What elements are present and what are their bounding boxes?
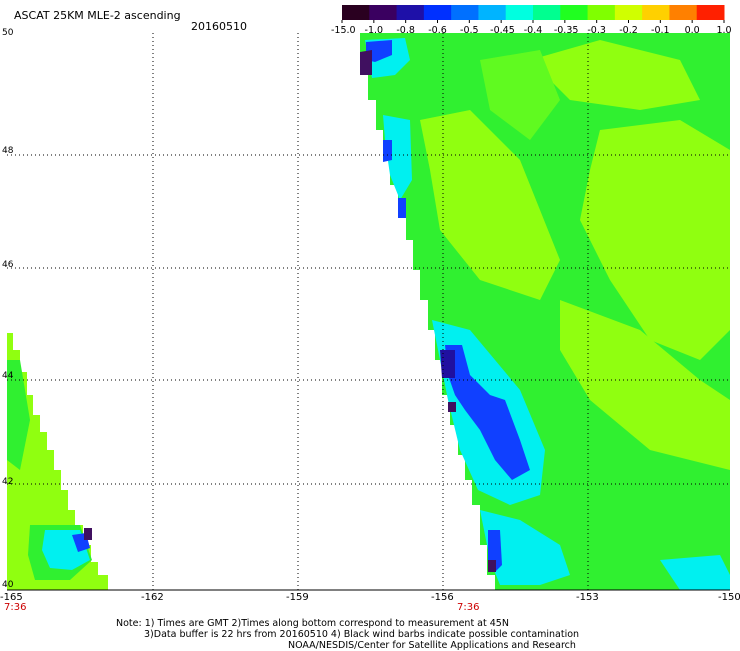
- x-tick-162: -162: [141, 592, 164, 603]
- colorbar-label: -0.35: [553, 25, 579, 36]
- note-line-2: 3)Data buffer is 22 hrs from 20160510 4)…: [144, 629, 580, 640]
- light-green-region-3: [560, 300, 730, 470]
- x-tick-150: -150: [718, 592, 740, 603]
- colorbar-swatch: [423, 5, 452, 20]
- mid-green-patch-1: [480, 50, 560, 140]
- colorbar-swatch: [342, 5, 370, 20]
- y-tick-42: 42: [2, 477, 14, 487]
- left-purple: [84, 528, 92, 540]
- colorbar-swatch: [533, 5, 561, 20]
- y-tick-44: 44: [2, 371, 14, 381]
- x-tick-165: -165: [0, 592, 23, 603]
- left-swath: [7, 333, 108, 590]
- cyan-se: [660, 555, 730, 590]
- note-line-3: NOAA/NESDIS/Center for Satellite Applica…: [288, 640, 576, 651]
- purple-44: [440, 350, 455, 378]
- purple-41: [488, 560, 496, 572]
- colorbar-swatch: [560, 5, 589, 20]
- colorbar-label: -0.2: [619, 25, 638, 36]
- colorbar: [341, 5, 725, 23]
- colorbar-swatch: [451, 5, 479, 20]
- x-tick-159: -159: [286, 592, 309, 603]
- colorbar-label: -0.8: [396, 25, 415, 36]
- light-green-region-1: [580, 120, 730, 360]
- left-green-core: [7, 360, 30, 470]
- blue-north: [366, 40, 392, 62]
- cyan-48: [383, 115, 412, 200]
- colorbar-swatch: [614, 5, 643, 20]
- y-tick-40: 40: [2, 580, 14, 590]
- colorbar-swatch: [669, 5, 698, 20]
- colorbar-label: 1.0: [716, 25, 732, 36]
- colorbar-label: -0.45: [490, 25, 515, 36]
- blue-48: [383, 140, 392, 162]
- colorbar-swatch: [642, 5, 670, 20]
- light-green-region-2: [420, 110, 560, 300]
- x-tick-153: -153: [576, 592, 599, 603]
- y-tick-48: 48: [2, 146, 14, 156]
- chart-date: 20160510: [191, 20, 247, 33]
- colorbar-label: -0.3: [587, 25, 606, 36]
- colorbar-label: -0.4: [523, 25, 543, 36]
- colorbar-swatch: [505, 5, 534, 20]
- colorbar-label: -1.0: [364, 25, 384, 36]
- lat-lon-grid: [7, 33, 730, 590]
- purple-north: [360, 50, 372, 75]
- right-swath: [360, 33, 730, 590]
- note-line-1: Note: 1) Times are GMT 2)Times along bot…: [116, 618, 509, 629]
- x-tick-156: -156: [431, 592, 454, 603]
- colorbar-swatch: [587, 5, 616, 20]
- blue-mid: [445, 345, 530, 480]
- colorbar-label: -0.1: [651, 25, 670, 36]
- light-green-region-4: [530, 40, 700, 110]
- time-label-left: 7:36: [4, 602, 27, 613]
- y-tick-46: 46: [2, 260, 14, 270]
- colorbar-swatch: [369, 5, 398, 20]
- colorbar-swatch: [396, 5, 425, 20]
- blue-47: [398, 198, 406, 218]
- colorbar-swatch: [478, 5, 507, 20]
- colorbar-label: -15.0: [331, 25, 356, 36]
- colorbar-label: 0.0: [684, 25, 700, 36]
- chart-title: ASCAT 25KM MLE-2 ascending: [14, 9, 181, 22]
- colorbar-label: -0.6: [428, 25, 447, 36]
- time-label-right: 7:36: [457, 602, 480, 613]
- colorbar-swatch: [696, 5, 725, 20]
- purple-43: [448, 402, 456, 412]
- colorbar-label: -0.5: [460, 25, 479, 36]
- y-tick-50: 50: [2, 28, 14, 38]
- cyan-south: [480, 510, 570, 585]
